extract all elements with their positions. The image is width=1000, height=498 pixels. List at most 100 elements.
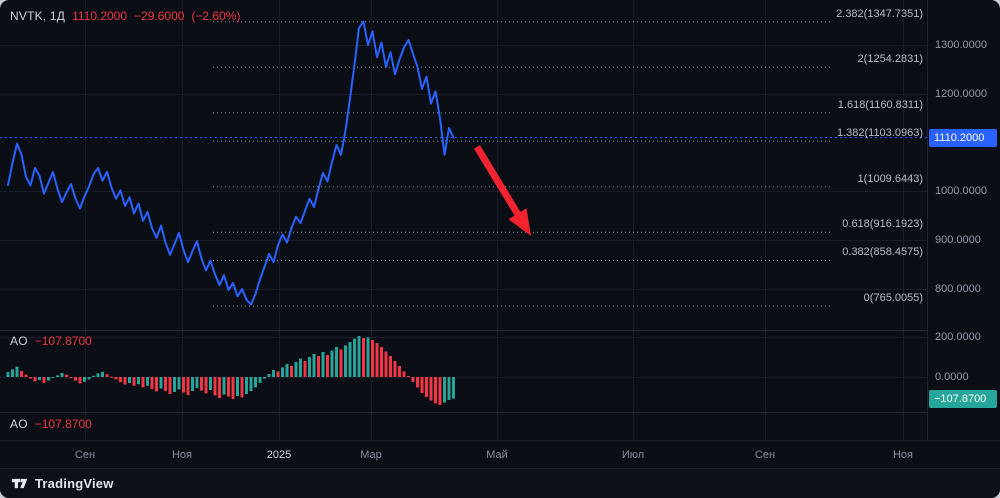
ao-bar	[119, 377, 122, 383]
ao-bar	[191, 377, 194, 391]
ao-bar	[438, 377, 442, 405]
ao2-indicator-label[interactable]: AO	[10, 417, 28, 431]
ao-bar	[317, 356, 320, 377]
axis-tick-label: 0.0000	[935, 371, 969, 383]
ao-bar	[123, 377, 127, 385]
chart-canvas[interactable]	[0, 0, 928, 440]
ao-bar	[272, 370, 275, 377]
ao-bar	[200, 377, 203, 391]
ao-bar	[177, 377, 181, 390]
ao-bar	[353, 338, 356, 377]
ao-bar	[96, 373, 100, 377]
ao-value-tag: −107.8700	[929, 389, 997, 408]
axis-tick-label: 1200.0000	[935, 87, 987, 100]
ao-bar	[398, 366, 401, 377]
fib-level-label[interactable]: 1.382(1103.0963)	[836, 127, 923, 140]
ao-bar	[218, 377, 221, 398]
symbol-interval-label[interactable]: NVTK, 1Д	[10, 9, 66, 23]
ao-bar	[240, 377, 244, 398]
ao-bar	[132, 377, 136, 386]
ao-bar	[60, 373, 64, 377]
time-label-month: Сен	[754, 449, 776, 461]
ao2-indicator-value: −107.8700	[34, 417, 92, 431]
ao-bar	[312, 354, 316, 377]
ao-bar	[348, 342, 352, 377]
ao-bar	[326, 355, 329, 377]
ao-indicator-value: −107.8700	[34, 334, 92, 348]
ao-bar	[434, 377, 437, 404]
tradingview-logo-icon[interactable]	[11, 475, 28, 492]
ao-bar	[78, 377, 82, 384]
ao-bar	[245, 377, 248, 394]
symbol-legend[interactable]: NVTK, 1Д 1110.2000 −29.6000 (−2.60%)	[10, 9, 240, 23]
ao-bar	[420, 377, 424, 393]
ao-bar	[15, 366, 19, 377]
ao-bar	[267, 374, 271, 377]
ao-bar	[69, 377, 73, 379]
ao-bar	[195, 377, 199, 388]
legend-change: −29.6000	[134, 9, 185, 23]
ao-bar	[6, 372, 10, 377]
ao-pane-legend[interactable]: AO −107.8700	[10, 334, 92, 348]
ao-bar	[411, 377, 415, 382]
time-label-year: 2025	[266, 449, 292, 461]
ao-bar	[416, 377, 419, 388]
price-axis[interactable]: 1300.0000 1200.0000 1000.0000 900.0000 800.0…	[927, 0, 1000, 440]
time-label-month: Июл	[621, 449, 645, 461]
fib-level-label[interactable]: 0(765.0055)	[863, 292, 923, 305]
ao-bar	[51, 377, 55, 378]
ao-bar	[20, 371, 23, 377]
ao-bar	[380, 347, 383, 377]
ao-bar	[128, 377, 131, 383]
ao-bar	[186, 377, 190, 395]
time-axis[interactable]: Сен Ноя 2025 Мар Май Июл Сен Ноя	[0, 440, 1000, 468]
ao-bar	[47, 377, 50, 381]
ao-pane2-legend[interactable]: AO −107.8700	[10, 417, 92, 431]
last-price-tag: 1110.2000	[929, 128, 997, 147]
axis-tick-label: 1300.0000	[935, 39, 987, 51]
ao-bar	[299, 358, 302, 377]
price-line[interactable]	[7, 20, 455, 306]
ao-bar	[65, 374, 68, 377]
fib-level-label[interactable]: 1(1009.6443)	[857, 172, 923, 185]
ao-bar	[290, 366, 293, 377]
ao-bar	[393, 361, 397, 377]
arrow-annotation-head[interactable]	[508, 208, 532, 236]
ao-bar	[33, 377, 37, 382]
ao-bar	[236, 377, 239, 396]
ao-bar	[159, 377, 163, 389]
ao-bar	[146, 377, 149, 386]
ao-bar	[164, 377, 167, 391]
ao-bar	[294, 362, 298, 377]
ao-bar	[137, 377, 140, 385]
ao-bar	[150, 377, 154, 389]
ao-bar	[87, 377, 91, 380]
fib-level-label[interactable]: 0.382(858.4575)	[842, 246, 923, 259]
fib-level-label[interactable]: 2(1254.2831)	[857, 53, 923, 66]
tradingview-brand-text[interactable]: TradingView	[35, 476, 114, 491]
arrow-annotation-shaft[interactable]	[474, 145, 522, 218]
ao-bar	[344, 345, 347, 377]
ao-bar	[249, 377, 253, 391]
ao-bar	[92, 375, 95, 377]
ao-bar	[330, 350, 334, 377]
ao-bar	[29, 377, 32, 379]
ao-bar	[101, 371, 104, 377]
ao-bar	[366, 337, 370, 377]
ao-bar	[141, 377, 145, 388]
ao-bar	[443, 377, 446, 403]
time-label-month: Май	[486, 449, 508, 461]
fib-level-label[interactable]: 1.618(1160.8311)	[837, 98, 923, 111]
ao-indicator-label[interactable]: AO	[10, 334, 28, 348]
ao-bar	[452, 377, 455, 399]
fib-level-label[interactable]: 2.382(1347.7351)	[836, 7, 923, 20]
ao-bar	[222, 377, 226, 395]
time-label-month: Ноя	[892, 449, 914, 461]
ao-bar	[24, 374, 28, 377]
ao-bar	[173, 377, 176, 392]
ao-bar	[303, 361, 307, 377]
ao-bar	[407, 376, 410, 377]
fib-level-label[interactable]: 0.618(916.1923)	[842, 218, 923, 231]
ao-bar	[321, 352, 325, 377]
